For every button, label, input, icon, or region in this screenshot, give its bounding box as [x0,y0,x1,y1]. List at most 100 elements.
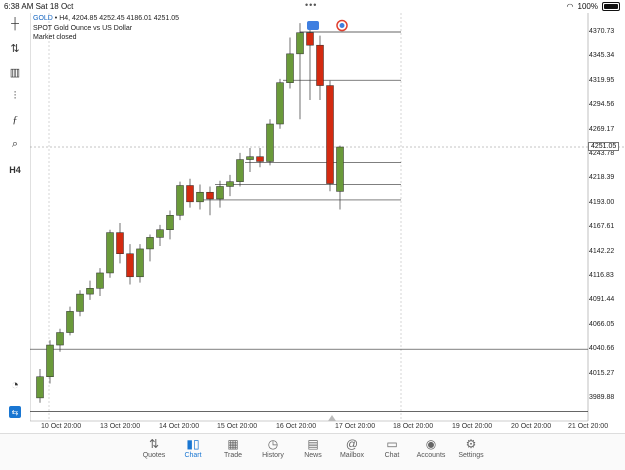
bottom-navigation: ⇅ Quotes ▮▯ Chart ▦ Trade ◷ History ▤ News @ Mailbo… [0,433,625,470]
candle [126,244,134,285]
candle [76,290,84,317]
candle [136,244,144,283]
nav-chat[interactable]: ▭ Chat [372,436,412,459]
trade-icon: ▦ [227,437,239,451]
chart-type-icon[interactable]: ▥ [9,66,21,79]
nav-history[interactable]: ◷ History [253,436,293,459]
candle [196,184,204,210]
nav-news[interactable]: ▤ News [293,436,333,459]
time-axis-label: 21 Oct 20:00 [568,423,609,430]
nav-trade[interactable]: ▦ Trade [213,436,253,459]
candle [86,280,94,300]
bear-candle-body [116,232,124,254]
bar-settings-icon[interactable]: ⫶ [13,89,17,102]
bear-candle-body [186,185,194,203]
price-axis-label: 4116.83 [589,272,614,279]
candle [316,35,324,100]
bull-candle-body [66,311,74,333]
candle [146,234,154,262]
chart-shift-marker-icon[interactable] [328,415,336,421]
bear-candle-body [316,44,324,86]
price-axis-label: 4066.05 [589,320,615,328]
candle [256,148,264,168]
nav-label: Accounts [416,452,446,459]
candle [226,174,234,197]
battery-icon [602,2,620,11]
bull-candle-body [36,376,44,399]
price-axis-label: 3989.88 [589,394,615,401]
bull-candle-body [266,123,274,162]
symbol-info: GOLD • H4, 4204.85 4252.45 4186.01 4251.… [33,14,179,43]
battery-label: 100% [577,2,598,11]
function-icon[interactable]: ƒ [12,114,18,126]
price-axis-label: 4319.95 [589,76,615,84]
left-toolbar: ┼ ⇅ ▥ ⫶ ƒ ⌕ H4 ◔ ⇆ [0,14,30,424]
status-bar: 6:38 AM Sat 18 Oct ••• ◠ 100% [0,0,625,12]
one-click-trading-icon[interactable]: ⇆ [9,406,21,418]
bull-candle-body [286,53,294,83]
settings-icon: ⚙ [465,437,477,451]
bull-candle-body [276,82,284,125]
bull-candle-body [226,181,234,187]
candle [286,37,294,89]
nav-label: Chart [184,452,202,459]
ohlc-values: • H4, 4204.85 4252.45 4186.01 4251.05 [54,15,180,22]
time-axis-label: 19 Oct 20:00 [452,423,493,430]
nav-chart[interactable]: ▮▯ Chart [173,436,213,459]
nav-quotes[interactable]: ⇅ Quotes [134,436,174,459]
bull-candle-body [76,293,84,312]
indicators-icon[interactable]: ⇅ [10,42,20,55]
candle [36,369,44,403]
symbol-line: GOLD • H4, 4204.85 4252.45 4186.01 4251.… [33,14,179,24]
candle [276,78,284,129]
bull-candle-body [246,156,254,160]
nav-label: Chat [384,452,400,459]
nav-label: Quotes [142,452,166,459]
candle [326,80,334,192]
candle [176,181,184,221]
nav-settings[interactable]: ⚙ Settings [451,436,491,459]
time-axis-label: 14 Oct 20:00 [159,423,200,430]
candle [216,180,224,208]
time-axis-label: 13 Oct 20:00 [100,423,141,430]
price-axis-label: 4345.34 [589,52,615,60]
objects-icon[interactable]: ⌕ [11,137,19,150]
candle [106,229,114,278]
history-icon: ◷ [267,437,279,451]
time-axis-label: 16 Oct 20:00 [276,423,317,430]
bear-candle-body [256,156,264,162]
time-axis-label: 15 Oct 20:00 [217,423,258,430]
candle [156,224,164,247]
trade-markers[interactable] [307,19,348,32]
price-axis-label: 4167.61 [589,223,615,231]
symbol-name[interactable]: GOLD [33,15,53,22]
candle [56,328,64,352]
time-axis-label: 10 Oct 20:00 [41,423,82,430]
candlestick-chart[interactable] [30,13,625,433]
accounts-icon: ◉ [425,437,437,451]
sell-marker-inner-icon [339,23,345,28]
buy-marker-icon[interactable] [307,21,319,30]
candle [206,186,214,216]
candle [66,306,74,336]
multitask-dots-icon[interactable]: ••• [305,0,318,10]
bull-candle-body [166,215,174,230]
nav-accounts[interactable]: ◉ Accounts [411,436,451,459]
candle [246,148,254,173]
crosshair-icon[interactable]: ┼ [11,18,19,30]
candle [266,119,274,166]
symbol-description: SPOT Gold Ounce vs US Dollar [33,24,133,32]
bull-candle-body [236,159,244,182]
timeframe-button[interactable]: H4 [9,165,21,175]
bear-candle-body [326,85,334,184]
candle [336,145,344,210]
nav-mailbox[interactable]: @ Mailbox [332,436,372,459]
bull-candle-body [136,248,144,278]
status-time: 6:38 AM Sat 18 Oct [4,2,74,11]
candle [306,25,314,100]
candle [116,222,124,264]
price-axis-label: 4193.00 [589,198,615,206]
trading-signals-icon[interactable]: ◔ [11,376,19,392]
status-right: ◠ 100% [567,2,620,11]
candle [46,340,54,384]
